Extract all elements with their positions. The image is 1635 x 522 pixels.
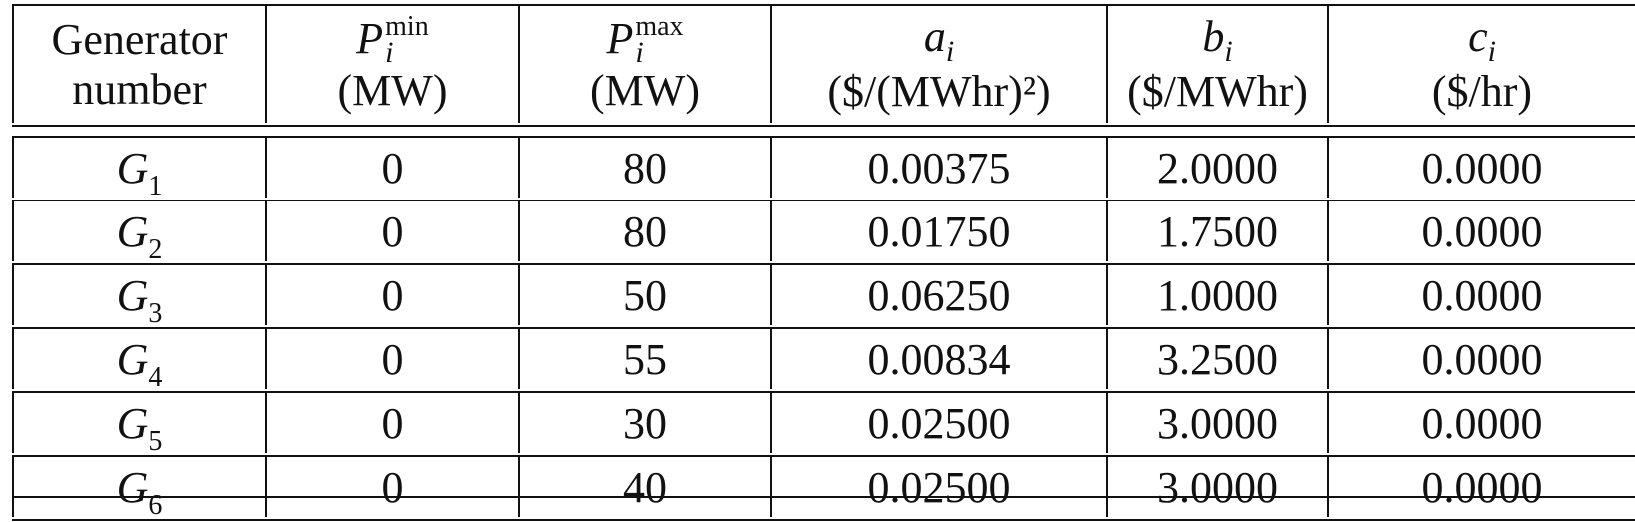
p-min-cell: 0: [265, 457, 518, 517]
p-min-cell: 0: [265, 265, 518, 325]
b-cell: 1.7500: [1106, 201, 1327, 261]
unit: (MW): [337, 65, 448, 115]
a-cell: 0.00375: [770, 138, 1106, 198]
subscript: i: [1487, 35, 1496, 68]
gen-symbol: G: [116, 270, 149, 320]
header-line: Generator: [51, 14, 228, 64]
c-cell: 0.0000: [1327, 265, 1635, 325]
c-symbol: ci: [1468, 12, 1496, 68]
p-max-cell: 50: [518, 265, 770, 325]
header-generator-number: Generator number: [12, 6, 265, 123]
generator-cell: G3: [12, 265, 265, 329]
unit: (MW): [590, 65, 700, 115]
generator-cell: G5: [12, 393, 265, 457]
header-a-coefficient: ai ($/(MWhr)²): [770, 6, 1106, 123]
a-cell: 0.02500: [770, 393, 1106, 453]
symbol: P: [606, 13, 634, 63]
gen-symbol: G: [116, 462, 149, 512]
a-cell: 0.06250: [770, 265, 1106, 325]
symbol: a: [923, 12, 946, 61]
header-p-max: P max i (MW): [518, 6, 770, 123]
subscript: i: [945, 35, 955, 68]
c-cell: 0.0000: [1327, 138, 1635, 198]
unit: ($/(MWhr)²): [827, 67, 1051, 116]
subscript: i: [1224, 35, 1233, 68]
gen-symbol: G: [116, 398, 149, 448]
unit: ($/hr): [1431, 67, 1533, 116]
p-min-cell: 0: [265, 329, 518, 389]
superscript: min: [385, 10, 429, 42]
p-min-cell: 0: [265, 201, 518, 261]
gen-subscript: 6: [148, 489, 163, 521]
symbol: P: [356, 13, 384, 63]
b-cell: 1.0000: [1106, 265, 1327, 325]
gen-symbol: G: [116, 334, 149, 384]
b-cell: 2.0000: [1106, 138, 1327, 198]
a-symbol: ai: [923, 12, 955, 68]
header-b-coefficient: bi ($/MWhr): [1106, 6, 1327, 123]
gen-subscript: 2: [148, 233, 163, 265]
bottom-rule: [12, 496, 1635, 498]
table-row: G4 0 55 0.00834 3.2500 0.0000: [12, 329, 1635, 393]
c-cell: 0.0000: [1327, 329, 1635, 389]
a-cell: 0.01750: [770, 201, 1106, 261]
subscript: i: [385, 35, 394, 69]
generator-cell: G4: [12, 329, 265, 393]
unit: ($/MWhr): [1127, 67, 1308, 116]
script-stack: max i: [635, 10, 684, 69]
generator-cell: G1: [12, 138, 265, 202]
c-cell: 0.0000: [1327, 457, 1635, 517]
table-row: G5 0 30 0.02500 3.0000 0.0000: [12, 393, 1635, 457]
gen-subscript: 4: [148, 361, 163, 393]
script-stack: min i: [385, 10, 429, 69]
table-row: G2 0 80 0.01750 1.7500 0.0000: [12, 201, 1635, 265]
table-row: G1 0 80 0.00375 2.0000 0.0000: [12, 138, 1635, 202]
b-symbol: bi: [1202, 12, 1233, 68]
header-c-coefficient: ci ($/hr): [1327, 6, 1635, 123]
header-line: number: [72, 64, 207, 114]
header-double-rule-gap: [12, 127, 1635, 136]
p-max-cell: 80: [518, 201, 770, 261]
gen-subscript: 3: [148, 297, 163, 329]
symbol: b: [1202, 12, 1225, 61]
gen-subscript: 5: [148, 425, 163, 457]
a-cell: 0.00834: [770, 329, 1106, 389]
a-cell: 0.02500: [770, 457, 1106, 517]
gen-symbol: G: [116, 206, 149, 256]
gen-symbol: G: [116, 143, 149, 193]
p-min-cell: 0: [265, 138, 518, 198]
gen-subscript: 1: [148, 170, 163, 202]
p-max-cell: 80: [518, 138, 770, 198]
b-cell: 3.0000: [1106, 393, 1327, 453]
subscript: i: [635, 35, 644, 69]
superscript: max: [635, 10, 684, 42]
p-max-cell: 40: [518, 457, 770, 517]
c-cell: 0.0000: [1327, 201, 1635, 261]
b-cell: 3.0000: [1106, 457, 1327, 517]
p-max-cell: 30: [518, 393, 770, 453]
p-min-cell: 0: [265, 393, 518, 453]
table-body: G1 0 80 0.00375 2.0000 0.0000 G2 0 80 0.…: [12, 136, 1635, 521]
p-min-symbol: P min i: [356, 10, 429, 69]
generator-parameters-table: Generator number P min i (MW) P max i (M…: [12, 4, 1635, 521]
header-p-min: P min i (MW): [265, 6, 518, 123]
symbol: c: [1468, 12, 1488, 61]
table-row: G3 0 50 0.06250 1.0000 0.0000: [12, 265, 1635, 329]
b-cell: 3.2500: [1106, 329, 1327, 389]
generator-cell: G6: [12, 457, 265, 521]
table-row: G6 0 40 0.02500 3.0000 0.0000: [12, 457, 1635, 521]
c-cell: 0.0000: [1327, 393, 1635, 453]
p-max-cell: 55: [518, 329, 770, 389]
table-header-row: Generator number P min i (MW) P max i (M…: [12, 4, 1635, 127]
p-max-symbol: P max i: [606, 10, 684, 69]
generator-cell: G2: [12, 201, 265, 265]
